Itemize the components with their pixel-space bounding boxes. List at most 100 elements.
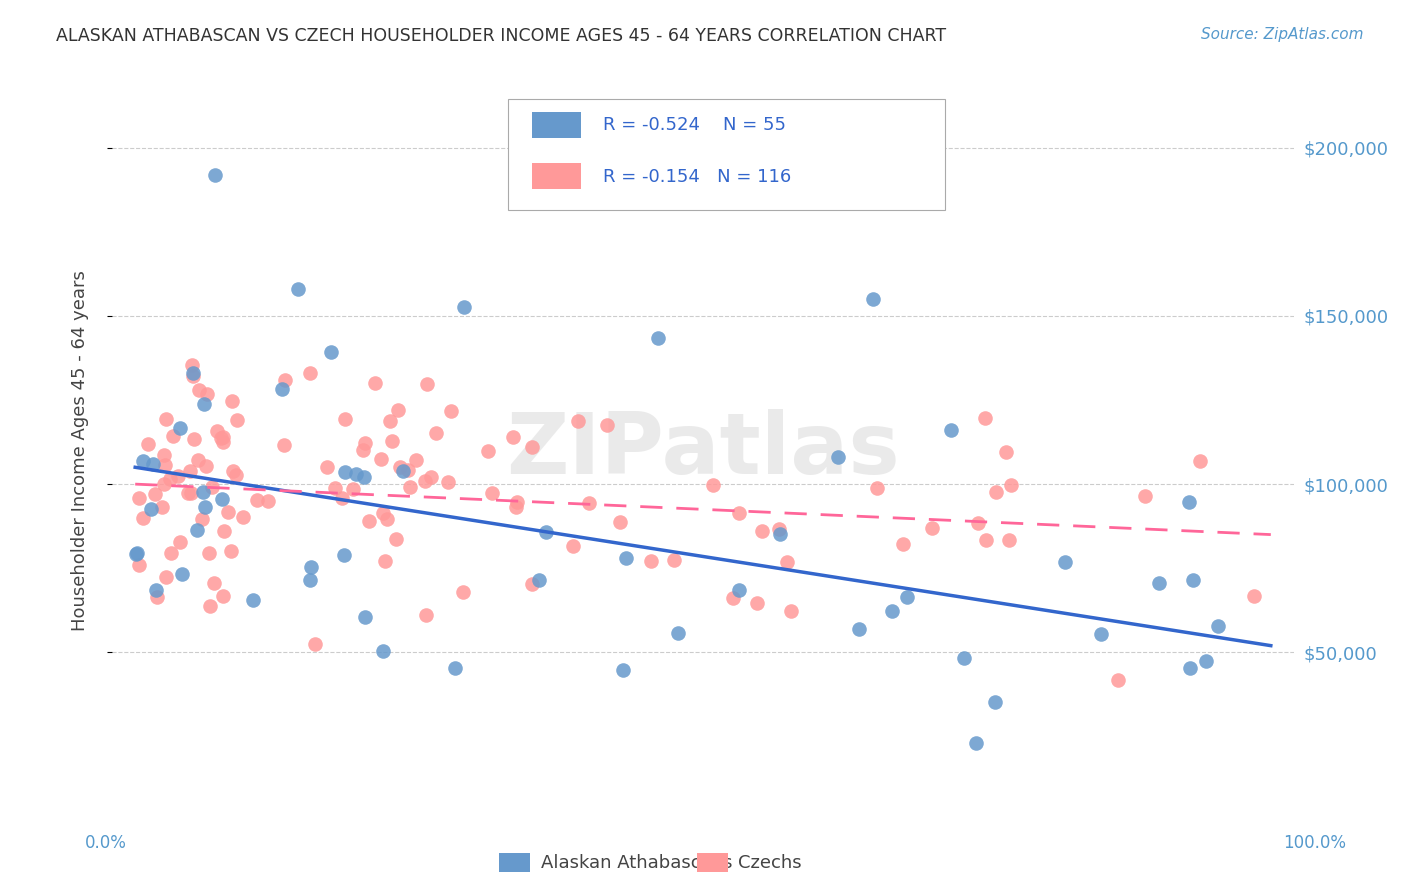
Point xyxy=(204,168,226,182)
Point xyxy=(728,582,751,597)
FancyBboxPatch shape xyxy=(508,99,945,210)
Point xyxy=(384,532,406,546)
Point xyxy=(1090,627,1112,641)
Point xyxy=(527,573,550,587)
Point xyxy=(225,468,247,483)
Point xyxy=(150,500,173,515)
Point xyxy=(453,585,475,599)
Point xyxy=(1178,661,1201,675)
Point xyxy=(880,604,903,618)
Point xyxy=(387,402,409,417)
Point xyxy=(198,599,221,614)
Point xyxy=(984,485,1007,500)
Point xyxy=(180,486,202,500)
Point xyxy=(381,434,404,448)
Point xyxy=(193,397,215,411)
Point xyxy=(211,430,233,444)
Point xyxy=(221,464,243,478)
FancyBboxPatch shape xyxy=(499,853,530,872)
Point xyxy=(357,514,380,528)
Point xyxy=(198,546,221,560)
Point xyxy=(319,345,342,359)
Point xyxy=(370,452,392,467)
Point xyxy=(274,373,297,387)
Text: Source: ZipAtlas.com: Source: ZipAtlas.com xyxy=(1201,27,1364,42)
Point xyxy=(974,411,997,425)
Point xyxy=(354,436,377,450)
Point xyxy=(662,552,685,566)
Point xyxy=(335,465,357,479)
Point xyxy=(342,482,364,496)
Text: R = -0.524    N = 55: R = -0.524 N = 55 xyxy=(603,116,786,134)
Point xyxy=(1133,489,1156,503)
Text: Alaskan Athabascans: Alaskan Athabascans xyxy=(541,855,733,872)
Point xyxy=(183,432,205,446)
Point xyxy=(1000,477,1022,491)
Point xyxy=(502,430,524,444)
Point xyxy=(181,369,204,384)
Point xyxy=(425,426,447,441)
Point xyxy=(966,516,988,531)
Text: 100.0%: 100.0% xyxy=(1284,834,1346,852)
Point xyxy=(316,459,339,474)
Point xyxy=(640,554,662,568)
Point xyxy=(211,491,233,506)
Point xyxy=(354,610,377,624)
Point xyxy=(146,591,169,605)
Point xyxy=(862,292,884,306)
Point xyxy=(506,495,529,509)
Point xyxy=(416,377,439,392)
Point xyxy=(194,500,217,514)
Point xyxy=(132,511,155,525)
Point xyxy=(827,450,849,465)
Point xyxy=(848,622,870,636)
Point xyxy=(1206,618,1229,632)
Point xyxy=(616,550,638,565)
Point xyxy=(728,507,751,521)
Point xyxy=(1107,673,1129,687)
Point xyxy=(257,493,280,508)
Point xyxy=(405,452,427,467)
Point xyxy=(304,638,326,652)
Point xyxy=(984,695,1007,709)
Point xyxy=(505,500,527,514)
Point xyxy=(939,423,962,437)
Point xyxy=(333,549,356,563)
Point xyxy=(271,382,294,396)
Point xyxy=(378,414,401,428)
Point xyxy=(226,413,249,427)
Point xyxy=(609,515,631,529)
Point xyxy=(145,487,167,501)
Point xyxy=(273,438,295,452)
Point xyxy=(211,589,233,603)
Point xyxy=(420,469,443,483)
Point xyxy=(534,525,557,540)
Point xyxy=(330,491,353,505)
Point xyxy=(167,469,190,483)
Point xyxy=(176,486,198,500)
Text: Czechs: Czechs xyxy=(738,855,801,872)
Point xyxy=(437,475,460,489)
Point xyxy=(751,524,773,538)
Text: R = -0.154   N = 116: R = -0.154 N = 116 xyxy=(603,168,790,186)
Point xyxy=(187,452,209,467)
Point xyxy=(666,625,689,640)
Point xyxy=(169,535,191,549)
FancyBboxPatch shape xyxy=(531,163,581,189)
Point xyxy=(212,524,235,538)
Point xyxy=(169,421,191,435)
Point xyxy=(132,454,155,468)
Point xyxy=(398,463,420,477)
Point xyxy=(179,464,201,478)
Text: ALASKAN ATHABASCAN VS CZECH HOUSEHOLDER INCOME AGES 45 - 64 YEARS CORRELATION CH: ALASKAN ATHABASCAN VS CZECH HOUSEHOLDER … xyxy=(56,27,946,45)
Point xyxy=(953,651,976,665)
Point xyxy=(217,505,239,519)
Point xyxy=(323,481,346,495)
Point xyxy=(298,367,321,381)
Point xyxy=(481,485,503,500)
Point xyxy=(155,570,177,584)
Point xyxy=(779,604,801,618)
Point xyxy=(232,510,254,524)
Point xyxy=(353,470,375,484)
Point xyxy=(388,459,411,474)
